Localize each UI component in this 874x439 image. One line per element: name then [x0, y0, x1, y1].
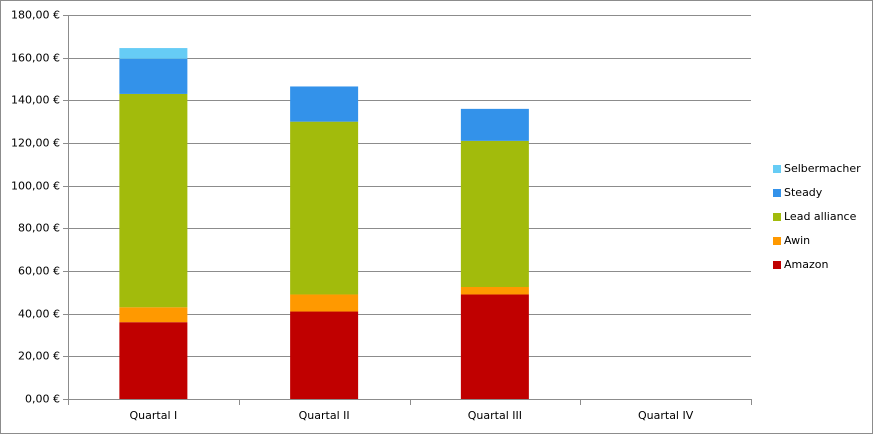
- y-tick-label: 80,00 €: [18, 222, 60, 235]
- bar-segment: [119, 48, 188, 59]
- legend-swatch: [773, 165, 781, 173]
- legend-label: Lead alliance: [784, 210, 857, 223]
- legend-swatch: [773, 237, 781, 245]
- y-tick-label: 60,00 €: [18, 265, 60, 278]
- bar-segment: [119, 322, 188, 399]
- bar-segment: [290, 86, 359, 122]
- bar-segment: [460, 287, 529, 295]
- y-tick-label: 160,00 €: [11, 52, 60, 65]
- y-tick-label: 20,00 €: [18, 350, 60, 363]
- legend-label: Amazon: [784, 258, 828, 271]
- x-tick-label: Quartal II: [299, 409, 350, 422]
- y-tick-label: 100,00 €: [11, 180, 60, 193]
- bar-segment: [290, 294, 359, 312]
- legend-swatch: [773, 189, 781, 197]
- bar-segment: [119, 93, 188, 308]
- legend-swatch: [773, 261, 781, 269]
- x-tick-label: Quartal IV: [638, 409, 694, 422]
- legend-swatch: [773, 213, 781, 221]
- y-tick-label: 140,00 €: [11, 94, 60, 107]
- legend-label: Awin: [784, 234, 810, 247]
- bar-segment: [290, 121, 359, 295]
- legend-label: Selbermacher: [784, 162, 861, 175]
- bar-segment: [460, 294, 529, 399]
- bar-segment: [119, 58, 188, 94]
- x-tick-label: Quartal I: [130, 409, 178, 422]
- bar-segment: [460, 140, 529, 287]
- y-tick-label: 180,00 €: [11, 9, 60, 22]
- legend-label: Steady: [784, 186, 823, 199]
- y-tick-label: 40,00 €: [18, 308, 60, 321]
- y-tick-label: 120,00 €: [11, 137, 60, 150]
- bar-segment: [460, 108, 529, 141]
- bar-segment: [119, 307, 188, 323]
- bar-segment: [290, 311, 359, 399]
- y-tick-label: 0,00 €: [25, 393, 60, 406]
- x-tick-label: Quartal III: [468, 409, 522, 422]
